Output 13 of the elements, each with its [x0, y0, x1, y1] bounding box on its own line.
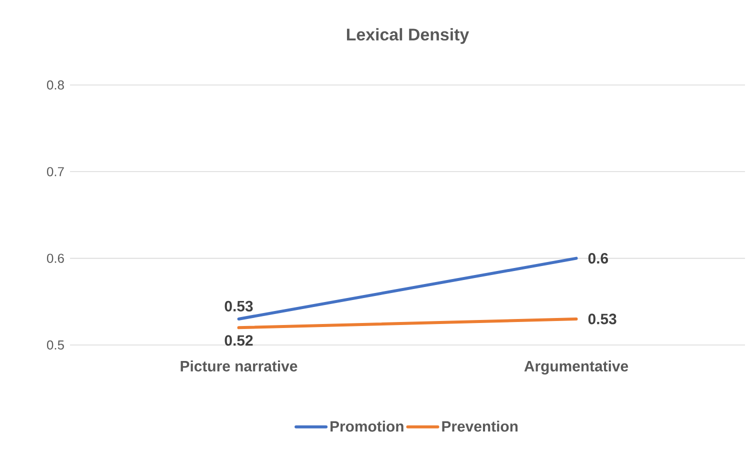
- data-label: 0.53: [588, 314, 616, 324]
- y-tick-label: 0.7: [46, 167, 64, 176]
- y-tick-label: 0.5: [46, 340, 64, 350]
- chart-title: Lexical Density: [346, 28, 470, 44]
- legend-label: Promotion: [330, 420, 404, 432]
- y-tick-label: 0.8: [46, 80, 64, 90]
- data-label: 0.6: [588, 253, 608, 264]
- y-tick-label: 0.6: [46, 254, 64, 263]
- data-label: 0.52: [224, 335, 253, 346]
- x-tick-label: Picture narrative: [180, 360, 298, 372]
- data-label: 0.53: [224, 300, 253, 312]
- x-tick-label: Argumentative: [524, 360, 628, 375]
- legend-label: Prevention: [442, 420, 518, 432]
